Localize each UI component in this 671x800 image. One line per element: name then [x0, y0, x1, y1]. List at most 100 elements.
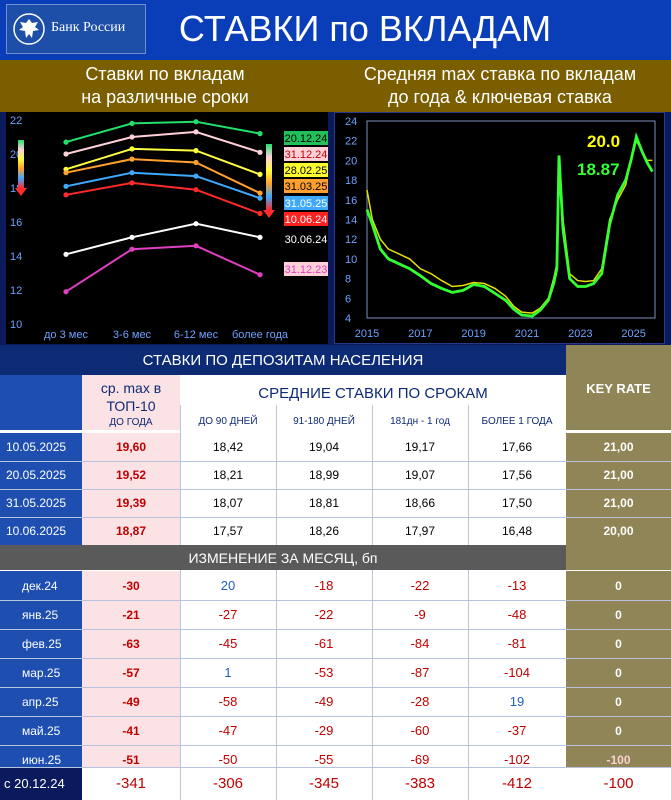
history-chart: 4 6 8 10 12 14 16 18 20 22 24 2015 2017 2019 2021 2023 2… — [334, 112, 665, 344]
data-point — [63, 151, 69, 157]
top10-change: -41 — [82, 716, 180, 745]
legend-label-bg — [284, 163, 328, 177]
key-rate-change: 0 — [566, 687, 671, 716]
data-point — [193, 119, 199, 125]
y-tick-label: 22 — [10, 115, 22, 127]
rate-value: 17,57 — [212, 524, 244, 538]
logo-text: Банк России — [51, 20, 126, 35]
data-point — [257, 190, 263, 196]
legend-label: 31.05.25 — [285, 198, 328, 210]
rate-value: 19,07 — [404, 468, 436, 482]
col-header: БОЛЕЕ 1 ГОДА — [481, 415, 553, 427]
y-tick-label: 18 — [345, 175, 357, 187]
change-value: 20 — [220, 578, 236, 593]
change-value: -29 — [314, 723, 334, 738]
y-tick-label: 24 — [345, 116, 357, 128]
y-tick-label: 14 — [10, 251, 22, 263]
x-tick-label: 2015 — [355, 328, 379, 340]
grid-divider — [0, 745, 671, 746]
rate-value: 19,17 — [404, 440, 436, 454]
total-value: -306 — [180, 767, 276, 800]
x-tick-label: до 3 мес — [44, 329, 88, 341]
y-tick-label: 8 — [345, 274, 351, 286]
total-value: -341 — [82, 767, 180, 800]
key-rate-value: 21,00 — [566, 433, 671, 461]
grid-divider — [0, 600, 671, 601]
data-point — [193, 148, 199, 154]
legend-label-bg — [284, 262, 328, 276]
data-point — [63, 183, 69, 189]
top10-value: 18,87 — [82, 517, 180, 545]
data-point — [63, 192, 69, 198]
data-point — [63, 289, 69, 295]
right-chart-title-line2: до года & ключевая ставка — [388, 87, 612, 107]
top10-change: -30 — [82, 571, 180, 600]
change-value: -84 — [410, 636, 430, 651]
legend-label: 31.12.23 — [285, 264, 328, 276]
data-point — [257, 131, 263, 137]
change-value: -81 — [507, 636, 527, 651]
legend-label-bg — [284, 212, 328, 226]
y-tick-label: 14 — [345, 215, 357, 227]
top10-change: -57 — [82, 658, 180, 687]
data-point — [257, 149, 263, 155]
top10-sub: ДО ГОДА — [109, 416, 153, 428]
data-point — [129, 120, 135, 126]
grid-divider — [0, 629, 671, 630]
top10-change: -49 — [82, 687, 180, 716]
x-tick-label: 2023 — [568, 328, 592, 340]
y-tick-label: 4 — [345, 313, 351, 325]
month-label: фев.25 — [0, 629, 82, 658]
series-line — [65, 120, 261, 144]
data-point — [129, 170, 135, 176]
row-date: 20.05.2025 — [0, 461, 82, 489]
data-point — [129, 146, 135, 152]
change-value: -22 — [410, 578, 430, 593]
data-point — [257, 210, 263, 217]
y-tick-label: 20 — [345, 155, 357, 167]
eagle-emblem-icon — [13, 13, 45, 45]
rate-value: 18,66 — [404, 496, 436, 510]
y-tick-label: 22 — [345, 136, 357, 148]
col-header: ДО 90 ДНЕЙ — [198, 415, 258, 427]
key-rate-value: 21,00 — [566, 461, 671, 489]
down-arrow-icon — [263, 210, 275, 218]
data-point — [257, 195, 263, 201]
grid-divider — [0, 767, 671, 768]
total-value: -383 — [372, 767, 468, 800]
rate-value: 18,26 — [308, 524, 340, 538]
change-value: -37 — [507, 723, 527, 738]
left-chart-title-line1: Ставки по вкладам — [85, 64, 245, 84]
grid-divider — [0, 687, 671, 688]
rate-value: 16,48 — [501, 524, 533, 538]
subtitle-band: Ставки по вкладам на различные сроки Сре… — [0, 60, 671, 112]
x-tick-label: 2019 — [461, 328, 485, 340]
series-line — [65, 222, 261, 256]
change-value: -60 — [410, 723, 430, 738]
change-value: 1 — [224, 665, 232, 680]
rate-value: 18,07 — [212, 496, 244, 510]
month-label: май.25 — [0, 716, 82, 745]
change-value: -55 — [314, 752, 334, 767]
rate-value: 18,21 — [212, 468, 244, 482]
data-point — [193, 187, 199, 193]
top10-value: 19,60 — [82, 433, 180, 461]
legend-label-bg — [284, 232, 328, 246]
legend-label-bg — [284, 179, 328, 193]
x-tick-label: 2017 — [408, 328, 432, 340]
total-value: -100 — [566, 767, 671, 800]
change-value: -104 — [503, 665, 531, 680]
down-arrow-icon — [15, 188, 27, 196]
legend-label: 20.12.24 — [285, 133, 328, 145]
legend-label-bg — [284, 196, 328, 210]
left-chart-title: Ставки по вкладам на различные сроки — [20, 63, 310, 109]
grid-divider — [468, 570, 469, 800]
plot-area — [366, 120, 656, 319]
change-value: -69 — [410, 752, 430, 767]
change-value: -45 — [218, 636, 238, 651]
change-value: -53 — [314, 665, 334, 680]
data-point — [257, 272, 263, 278]
key-rate-change: 0 — [566, 716, 671, 745]
change-value: -22 — [314, 607, 334, 622]
